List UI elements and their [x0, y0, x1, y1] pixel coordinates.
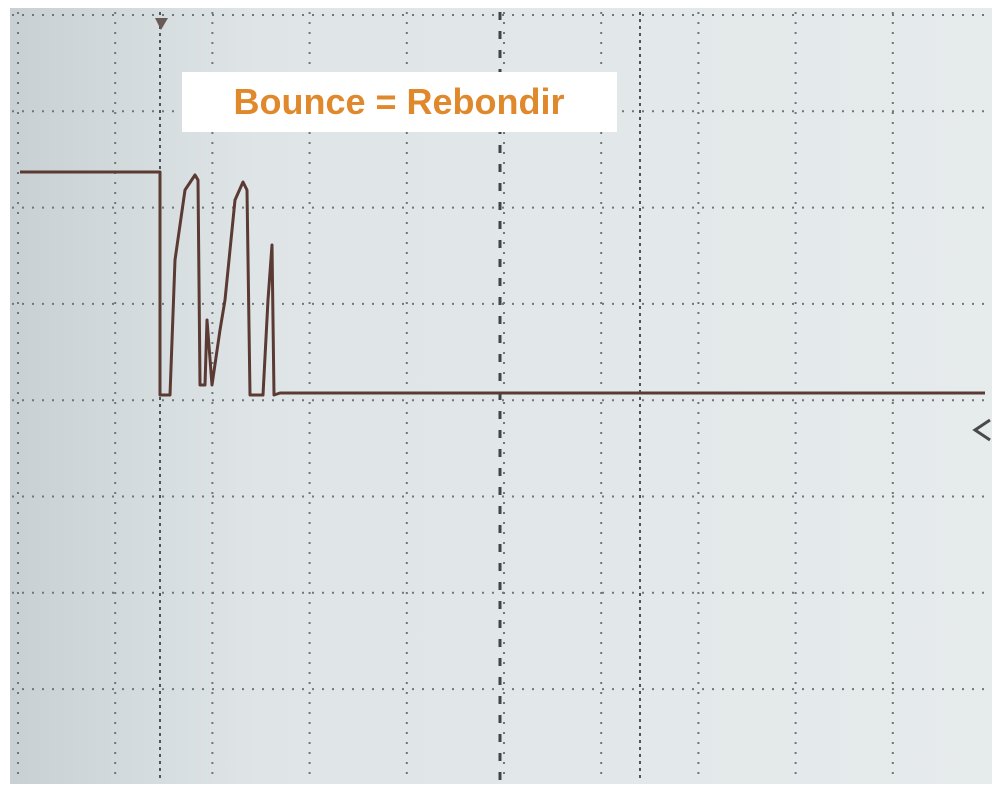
annotation-text: Bounce = Rebondir	[233, 81, 564, 122]
scope-photo: Bounce = Rebondir	[0, 0, 1004, 791]
page: Bounce = Rebondir (() => { const data = …	[0, 0, 1004, 791]
